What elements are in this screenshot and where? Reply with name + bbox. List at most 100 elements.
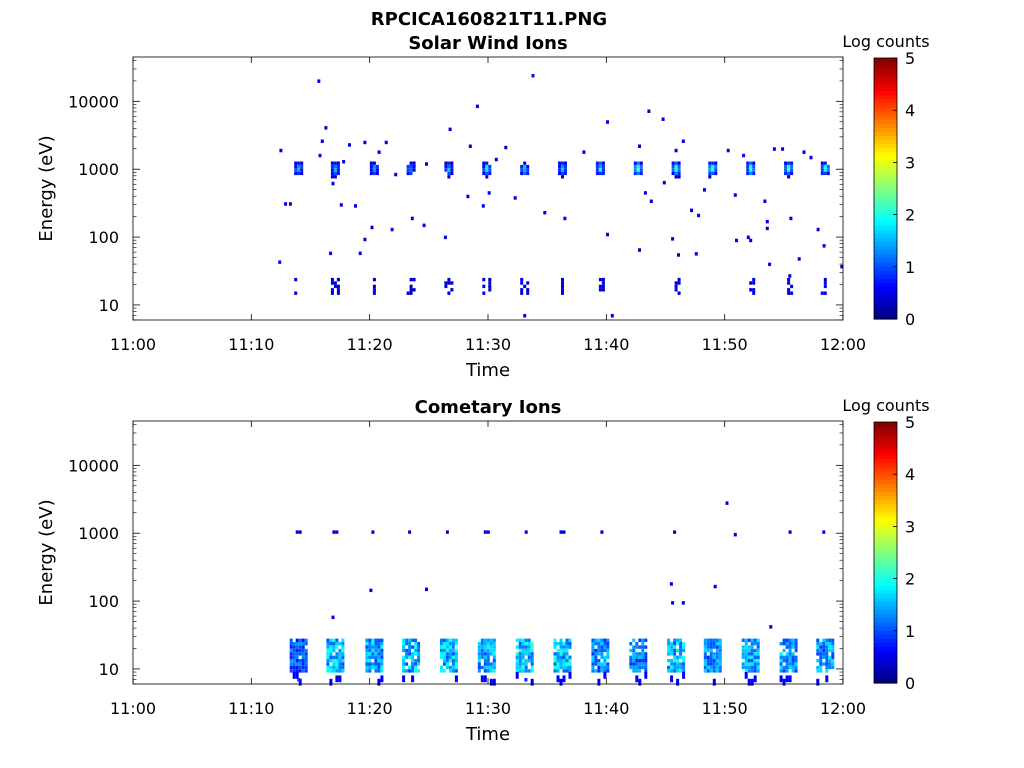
spectrogram-cell <box>332 530 336 534</box>
spectrogram-cell <box>820 291 824 295</box>
spectrogram-cell <box>294 277 298 282</box>
x-tick-label: 11:50 <box>702 699 748 718</box>
spectrogram-cell <box>515 662 519 666</box>
spectrogram-cell <box>788 648 792 653</box>
spectrogram-cell <box>341 659 345 663</box>
spectrogram-point <box>697 213 701 218</box>
spectrogram-cell <box>377 669 381 673</box>
colorbar-step <box>874 119 897 124</box>
spectrogram-cell <box>597 678 601 686</box>
spectrogram-cell <box>591 638 595 642</box>
colorbar-step <box>874 536 897 541</box>
colorbar-step <box>874 192 897 198</box>
spectrogram-cell <box>638 652 642 656</box>
spectrogram-cell <box>749 168 753 172</box>
spectrogram-cell <box>335 530 339 534</box>
spectrogram-cell <box>374 659 378 663</box>
spectrogram-cell <box>521 665 525 670</box>
spectrogram-cell <box>641 662 645 666</box>
spectrogram-cell <box>600 642 604 646</box>
spectrogram-point <box>390 227 394 232</box>
spectrogram-cell <box>406 291 410 295</box>
spectrogram-cell <box>790 161 794 165</box>
spectrogram-cell <box>787 161 791 165</box>
colorbar-step <box>874 139 897 145</box>
spectrogram-cell <box>480 648 484 653</box>
spectrogram-cell <box>822 642 826 646</box>
spectrogram-cell <box>709 665 713 670</box>
colorbar-step <box>874 523 897 529</box>
spectrogram-cell <box>301 669 305 673</box>
spectrogram-cell <box>330 281 334 285</box>
spectrogram-cell <box>553 645 557 649</box>
spectrogram-cell <box>749 161 753 165</box>
spectrogram-cell <box>492 642 496 646</box>
spectrogram-cell <box>439 642 443 646</box>
spectrogram-cell <box>341 655 345 659</box>
spectrogram-cell <box>603 648 607 653</box>
spectrogram-cell <box>714 171 718 176</box>
spectrogram-cell <box>600 662 604 666</box>
spectrogram-cell <box>341 642 345 646</box>
spectrogram-cell <box>606 638 610 642</box>
spectrogram-cell <box>667 669 671 673</box>
spectrogram-cell <box>380 662 384 666</box>
spectrogram-cell <box>823 164 827 169</box>
spectrogram-cell <box>444 164 448 169</box>
spectrogram-cell <box>336 291 340 295</box>
spectrogram-cell <box>709 648 713 653</box>
spectrogram-cell <box>591 659 595 663</box>
spectrogram-cell <box>482 164 486 169</box>
spectrogram-cell <box>711 164 715 169</box>
y-tick-label: 100 <box>88 228 119 247</box>
spectrogram-cell <box>825 638 829 642</box>
spectrogram-cell <box>445 655 449 659</box>
spectrogram-cell <box>417 655 421 659</box>
spectrogram-cell <box>703 652 707 656</box>
spectrogram-cell <box>447 281 451 285</box>
spectrogram-cell <box>374 655 378 659</box>
spectrogram-cell <box>330 277 334 282</box>
spectrogram-cell <box>636 171 640 176</box>
colorbar-step <box>874 180 897 186</box>
spectrogram-cell <box>304 665 308 670</box>
spectrogram-cell <box>679 655 683 659</box>
spectrogram-point <box>781 147 785 151</box>
spectrogram-cell <box>706 662 710 666</box>
spectrogram-point <box>671 237 675 241</box>
colorbar-step <box>874 62 897 67</box>
spectrogram-cell <box>486 642 490 646</box>
spectrogram-cell <box>819 665 823 670</box>
spectrogram-cell <box>372 291 376 295</box>
spectrogram-cell <box>374 652 378 656</box>
spectrogram-cell <box>409 291 413 295</box>
spectrogram-cell <box>635 645 639 649</box>
spectrogram-cell <box>718 665 722 670</box>
spectrogram-cell <box>676 669 680 673</box>
spectrogram-cell <box>600 669 604 673</box>
spectrogram-cell <box>492 638 496 642</box>
spectrogram-cell <box>779 659 783 663</box>
spectrogram-cell <box>294 291 298 295</box>
spectrogram-cell <box>402 662 406 666</box>
spectrogram-cell <box>823 277 827 282</box>
spectrogram-cell <box>828 659 832 663</box>
spectrogram-cell <box>644 669 648 673</box>
spectrogram-cell <box>641 659 645 663</box>
spectrogram-cell <box>750 655 754 659</box>
spectrogram-point <box>363 237 367 242</box>
colorbar-step <box>874 184 897 190</box>
spectrogram-cell <box>639 171 643 176</box>
spectrogram-cell <box>412 168 416 172</box>
spectrogram-cell <box>562 652 566 656</box>
spectrogram-cell <box>820 164 824 169</box>
spectrogram-cell <box>706 648 710 653</box>
colorbar-step <box>874 601 897 607</box>
spectrogram-cell <box>408 638 412 642</box>
spectrogram-cell <box>828 648 832 653</box>
spectrogram-cell <box>329 669 333 673</box>
spectrogram-cell <box>520 277 524 282</box>
spectrogram-point <box>531 74 535 78</box>
spectrogram-cell <box>417 659 421 663</box>
